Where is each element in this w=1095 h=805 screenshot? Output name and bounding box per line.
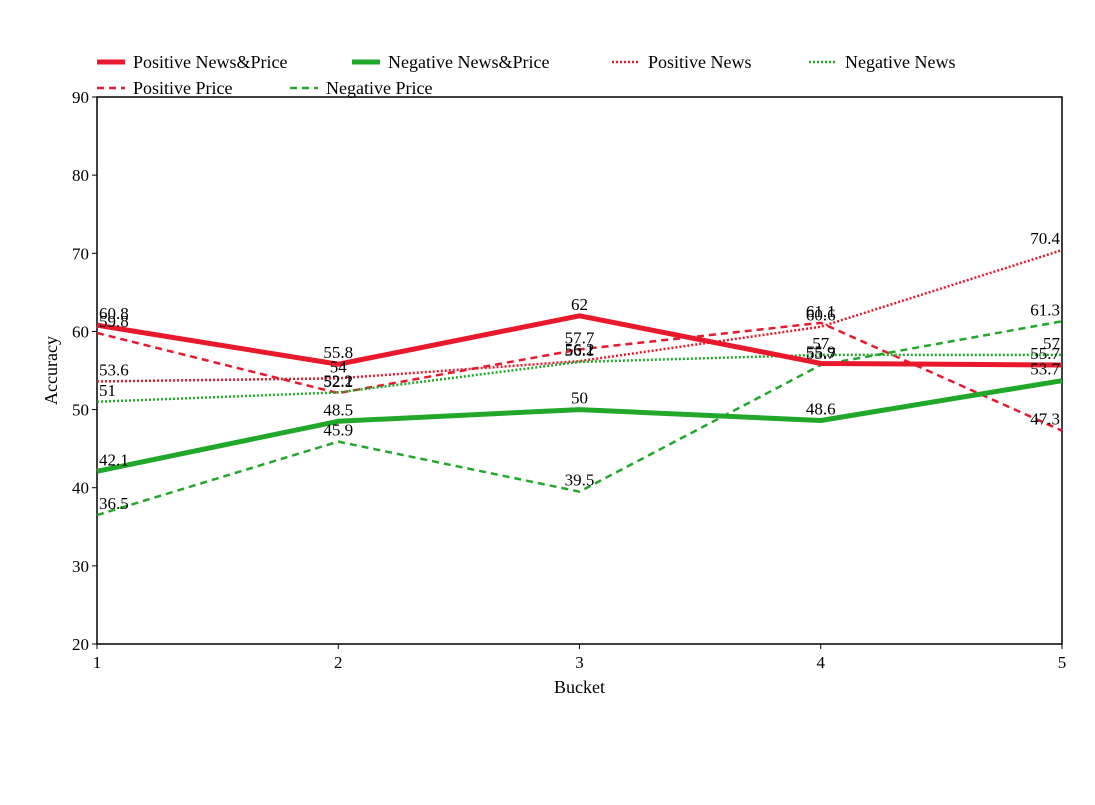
series-line-4: [96, 321, 1063, 432]
data-label: 39.5: [565, 471, 595, 490]
legend-label-0: Positive News&Price: [133, 52, 288, 72]
data-label: 42.1: [99, 450, 129, 469]
series-line-5: [96, 320, 1063, 517]
data-label: 59.8: [99, 312, 129, 331]
series-line-3: [96, 353, 1062, 404]
legend: Positive News&Price Negative News&Price Po…: [97, 52, 955, 98]
data-label: 57: [812, 334, 830, 353]
legend-label-1: Negative News&Price: [388, 52, 549, 72]
data-label: 60.6: [806, 306, 836, 325]
x-tick-label: 5: [1058, 653, 1067, 672]
x-tick-label: 1: [93, 653, 102, 672]
series-line-1: [96, 378, 1063, 474]
series-line-0: [96, 313, 1063, 368]
x-axis-title: Bucket: [554, 677, 605, 697]
y-tick-label: 60: [72, 322, 89, 341]
y-axis-title: Accuracy: [41, 336, 61, 405]
data-label: 48.5: [323, 400, 353, 419]
plot-frame: [96, 96, 1063, 645]
data-label: 51: [99, 381, 116, 400]
series-layer: [96, 248, 1063, 517]
y-tick-label: 50: [72, 401, 89, 420]
y-tick-label: 30: [72, 557, 89, 576]
legend-label-3: Negative News: [845, 52, 955, 72]
y-tick-label: 90: [72, 88, 89, 107]
x-tick-label: 2: [334, 653, 343, 672]
data-label: 36.5: [99, 494, 129, 513]
y-tick-label: 70: [72, 244, 89, 263]
x-tick-label: 4: [817, 653, 826, 672]
data-label: 61.1: [806, 302, 836, 321]
y-tick-label: 80: [72, 166, 89, 185]
data-label: 70.4: [1030, 229, 1060, 248]
series-line-2: [96, 248, 1063, 383]
data-label: 56.1: [565, 341, 595, 360]
x-tick-label: 3: [575, 653, 584, 672]
data-label: 52.1: [323, 372, 353, 391]
data-label: 55.7: [1030, 344, 1060, 363]
data-label: 62: [571, 295, 588, 314]
legend-label-2: Positive News: [648, 52, 752, 72]
data-label: 54: [330, 357, 348, 376]
data-label: 45.9: [323, 421, 353, 440]
data-label: 60.8: [99, 304, 129, 323]
axes: 20 30 40 50 60 70 80 90 1 2 3 4 5 Bucket Accuracy: [41, 88, 1066, 697]
data-label: 48.6: [806, 400, 836, 419]
legend-label-4: Positive Price: [133, 78, 233, 98]
data-label: 55.8: [323, 343, 353, 362]
data-label: 55.9: [806, 342, 836, 361]
data-label: 53.7: [1030, 360, 1060, 379]
data-label: 53.6: [99, 360, 129, 379]
data-label: 57.7: [565, 328, 595, 347]
data-label: 47.3: [1030, 410, 1060, 429]
legend-label-5: Negative Price: [326, 78, 432, 98]
data-label: 50: [571, 389, 588, 408]
data-label: 61.3: [1030, 300, 1060, 319]
y-tick-label: 20: [72, 635, 89, 654]
data-label: 52.2: [323, 371, 353, 390]
data-label: 57: [1043, 334, 1061, 353]
data-label: 55.7: [806, 344, 836, 363]
data-label: 56.2: [565, 340, 595, 359]
y-tick-label: 40: [72, 479, 89, 498]
